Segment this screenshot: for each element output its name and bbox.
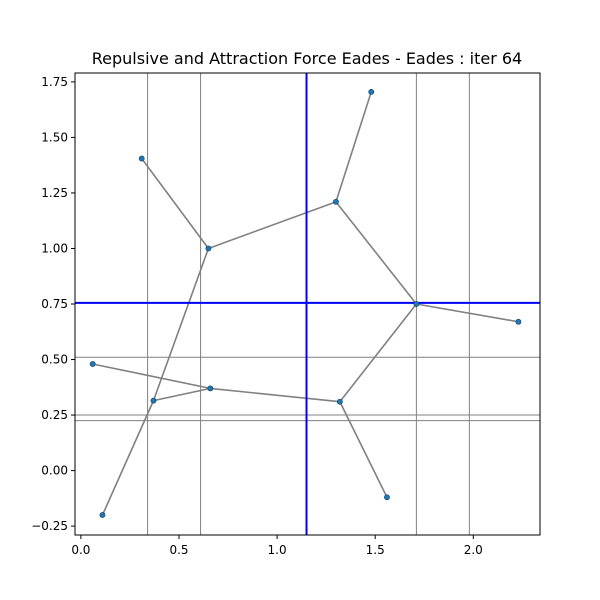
graph-edge [101, 400, 155, 516]
graph-edge [92, 363, 211, 390]
x-tick-label: 0.5 [169, 543, 188, 557]
chart-title: Repulsive and Attraction Force Eades - E… [92, 49, 522, 68]
y-tick-label: −0.25 [31, 519, 68, 533]
graph-edge [141, 158, 210, 249]
graph-edge [335, 91, 373, 203]
y-tick-label: 1.75 [41, 75, 68, 89]
x-tick-label: 2.0 [464, 543, 483, 557]
y-tick-label: 0.50 [41, 353, 68, 367]
x-tick-label: 0.0 [71, 543, 90, 557]
y-tick-label: 1.25 [41, 186, 68, 200]
graph-edge [335, 201, 418, 305]
graph-node [515, 318, 522, 325]
graph-edge [208, 201, 337, 250]
edge-layer [92, 91, 519, 516]
graph-node [99, 512, 106, 518]
graph-node [333, 198, 339, 205]
graph-edge [210, 387, 340, 403]
graph-node [384, 494, 390, 501]
tick-layer: 0.0 0.5 1.0 1.5 2.0 −0.25 0.00 0.25 0.50 0.75 1.00… [31, 75, 483, 557]
x-tick-label: 1.5 [366, 543, 385, 557]
graph-node [207, 385, 214, 392]
crosshair-layer [75, 73, 540, 535]
graph-node [205, 245, 212, 252]
graph-node [413, 301, 420, 307]
node-layer [89, 88, 522, 518]
y-tick-label: 1.00 [41, 241, 68, 255]
y-tick-label: 0.00 [41, 464, 68, 478]
graph-edge [152, 248, 210, 401]
graph-node [138, 155, 145, 162]
x-tick-label: 1.0 [268, 543, 287, 557]
y-tick-label: 0.25 [41, 408, 68, 422]
graph-node [89, 361, 96, 367]
y-tick-label: 0.75 [41, 297, 68, 311]
graph-edge [416, 303, 519, 323]
graph-edge [153, 387, 211, 402]
graph-node [368, 88, 375, 95]
graph-node [336, 398, 343, 405]
y-tick-label: 1.50 [41, 130, 68, 144]
graph-node [150, 397, 157, 404]
graph-edge [339, 401, 388, 498]
graph-edge [339, 303, 418, 403]
